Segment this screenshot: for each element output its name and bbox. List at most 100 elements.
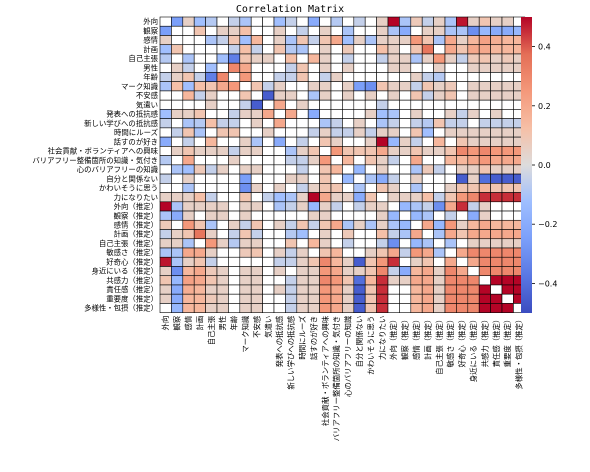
heatmap-cell xyxy=(376,284,389,295)
heatmap-cell xyxy=(228,53,241,64)
heatmap-cell xyxy=(490,25,503,36)
heatmap-cell xyxy=(296,303,309,313)
heatmap-cell xyxy=(421,136,434,147)
heatmap-cell xyxy=(182,293,195,304)
heatmap-cell xyxy=(171,247,184,258)
heatmap-cell xyxy=(376,109,389,119)
heatmap-cell xyxy=(433,62,446,73)
heatmap-cell xyxy=(216,284,229,295)
heatmap-cell xyxy=(159,72,172,82)
heatmap-cell xyxy=(205,90,218,101)
heatmap-cell xyxy=(342,256,355,267)
heatmap-cell xyxy=(182,25,195,36)
heatmap-cell xyxy=(228,62,241,73)
heatmap-cell xyxy=(296,266,309,277)
x-tick-label: バリアフリー整備箇所の知識・気付き xyxy=(332,316,341,442)
heatmap-cell xyxy=(364,173,377,184)
heatmap-cell xyxy=(342,238,355,249)
heatmap-cell xyxy=(296,81,309,92)
heatmap-cell xyxy=(364,146,377,156)
heatmap-cell xyxy=(330,275,343,286)
heatmap-cell xyxy=(364,25,377,36)
heatmap-cell xyxy=(376,90,389,101)
heatmap-cell xyxy=(444,25,457,36)
heatmap-cell xyxy=(319,275,332,286)
heatmap-cell xyxy=(478,219,491,230)
y-tick-label: マーク知識 xyxy=(121,82,159,91)
heatmap-cell xyxy=(193,229,206,240)
heatmap-cell xyxy=(171,164,184,175)
heatmap-cell xyxy=(364,303,377,313)
heatmap-cell xyxy=(239,266,252,277)
heatmap-cell xyxy=(307,275,320,286)
heatmap-cell xyxy=(353,201,366,212)
heatmap-cell xyxy=(273,136,286,147)
heatmap-cell xyxy=(205,109,218,119)
heatmap-cell xyxy=(387,25,400,36)
heatmap-cell xyxy=(433,99,446,110)
heatmap-cell xyxy=(273,293,286,304)
heatmap-cell xyxy=(387,62,400,73)
heatmap-cell xyxy=(456,275,469,286)
heatmap-cell xyxy=(501,25,514,36)
heatmap-cell xyxy=(171,238,184,249)
heatmap-cell xyxy=(387,146,400,156)
chart-title: Correlation Matrix xyxy=(236,4,344,15)
heatmap-cell xyxy=(387,210,400,221)
heatmap-cell xyxy=(364,118,377,129)
x-tick-label: 話すのが好き xyxy=(309,316,318,360)
heatmap-cell xyxy=(319,62,332,73)
x-tick-label: 新しい学びへの抵抗感 xyxy=(287,315,296,390)
heatmap-cell xyxy=(193,266,206,277)
heatmap-cell xyxy=(193,183,206,193)
heatmap-cell xyxy=(433,275,446,286)
heatmap-cell xyxy=(262,44,275,55)
heatmap-cell xyxy=(307,266,320,277)
heatmap-cell xyxy=(456,247,469,258)
heatmap-cell xyxy=(250,266,263,277)
heatmap-cell xyxy=(399,81,412,92)
heatmap-cell xyxy=(353,16,366,27)
heatmap-cell xyxy=(159,136,172,147)
heatmap-cell xyxy=(205,293,218,304)
y-tick-label: 感情（推定） xyxy=(114,221,158,230)
heatmap-cell xyxy=(353,293,366,304)
heatmap-cell xyxy=(182,72,195,82)
heatmap-cell xyxy=(319,201,332,212)
y-tick-label: 外向 xyxy=(143,17,158,26)
heatmap-cell xyxy=(456,35,469,46)
heatmap-cell xyxy=(205,53,218,64)
heatmap-cell xyxy=(159,229,172,240)
heatmap-cell xyxy=(205,183,218,193)
heatmap-cell xyxy=(159,25,172,36)
heatmap-cell xyxy=(171,127,184,138)
heatmap-cell xyxy=(319,192,332,203)
heatmap-cell xyxy=(228,210,241,221)
heatmap-cell xyxy=(330,155,343,166)
heatmap-cell xyxy=(171,293,184,304)
heatmap-cell xyxy=(273,62,286,73)
heatmap-cell xyxy=(239,238,252,249)
heatmap-cell xyxy=(182,127,195,138)
x-tick-label: 気遣い xyxy=(264,316,273,338)
x-axis-tick-labels: 外向 観察 感情 計画 自己主張 男性 年齢 マーク知識 不安感 気遣い 発表への抵抗感 新しい学びへ… xyxy=(161,315,523,441)
heatmap-cell xyxy=(319,118,332,129)
heatmap-cell xyxy=(342,247,355,258)
x-tick-label: 心のバリアフリーの知識 xyxy=(344,315,353,397)
heatmap-cell xyxy=(273,275,286,286)
heatmap-cell xyxy=(296,238,309,249)
heatmap-cell xyxy=(399,201,412,212)
heatmap-cell xyxy=(296,164,309,175)
heatmap-cell xyxy=(478,146,491,156)
heatmap-cell xyxy=(421,146,434,156)
heatmap-cell xyxy=(376,99,389,110)
heatmap-cell xyxy=(353,173,366,184)
heatmap-cell xyxy=(216,53,229,64)
heatmap-cell xyxy=(319,81,332,92)
heatmap-cell xyxy=(205,219,218,230)
heatmap-cell xyxy=(501,210,514,221)
heatmap-cell xyxy=(307,118,320,129)
heatmap-cell xyxy=(159,155,172,166)
heatmap-cell xyxy=(376,210,389,221)
heatmap-cell xyxy=(239,62,252,73)
